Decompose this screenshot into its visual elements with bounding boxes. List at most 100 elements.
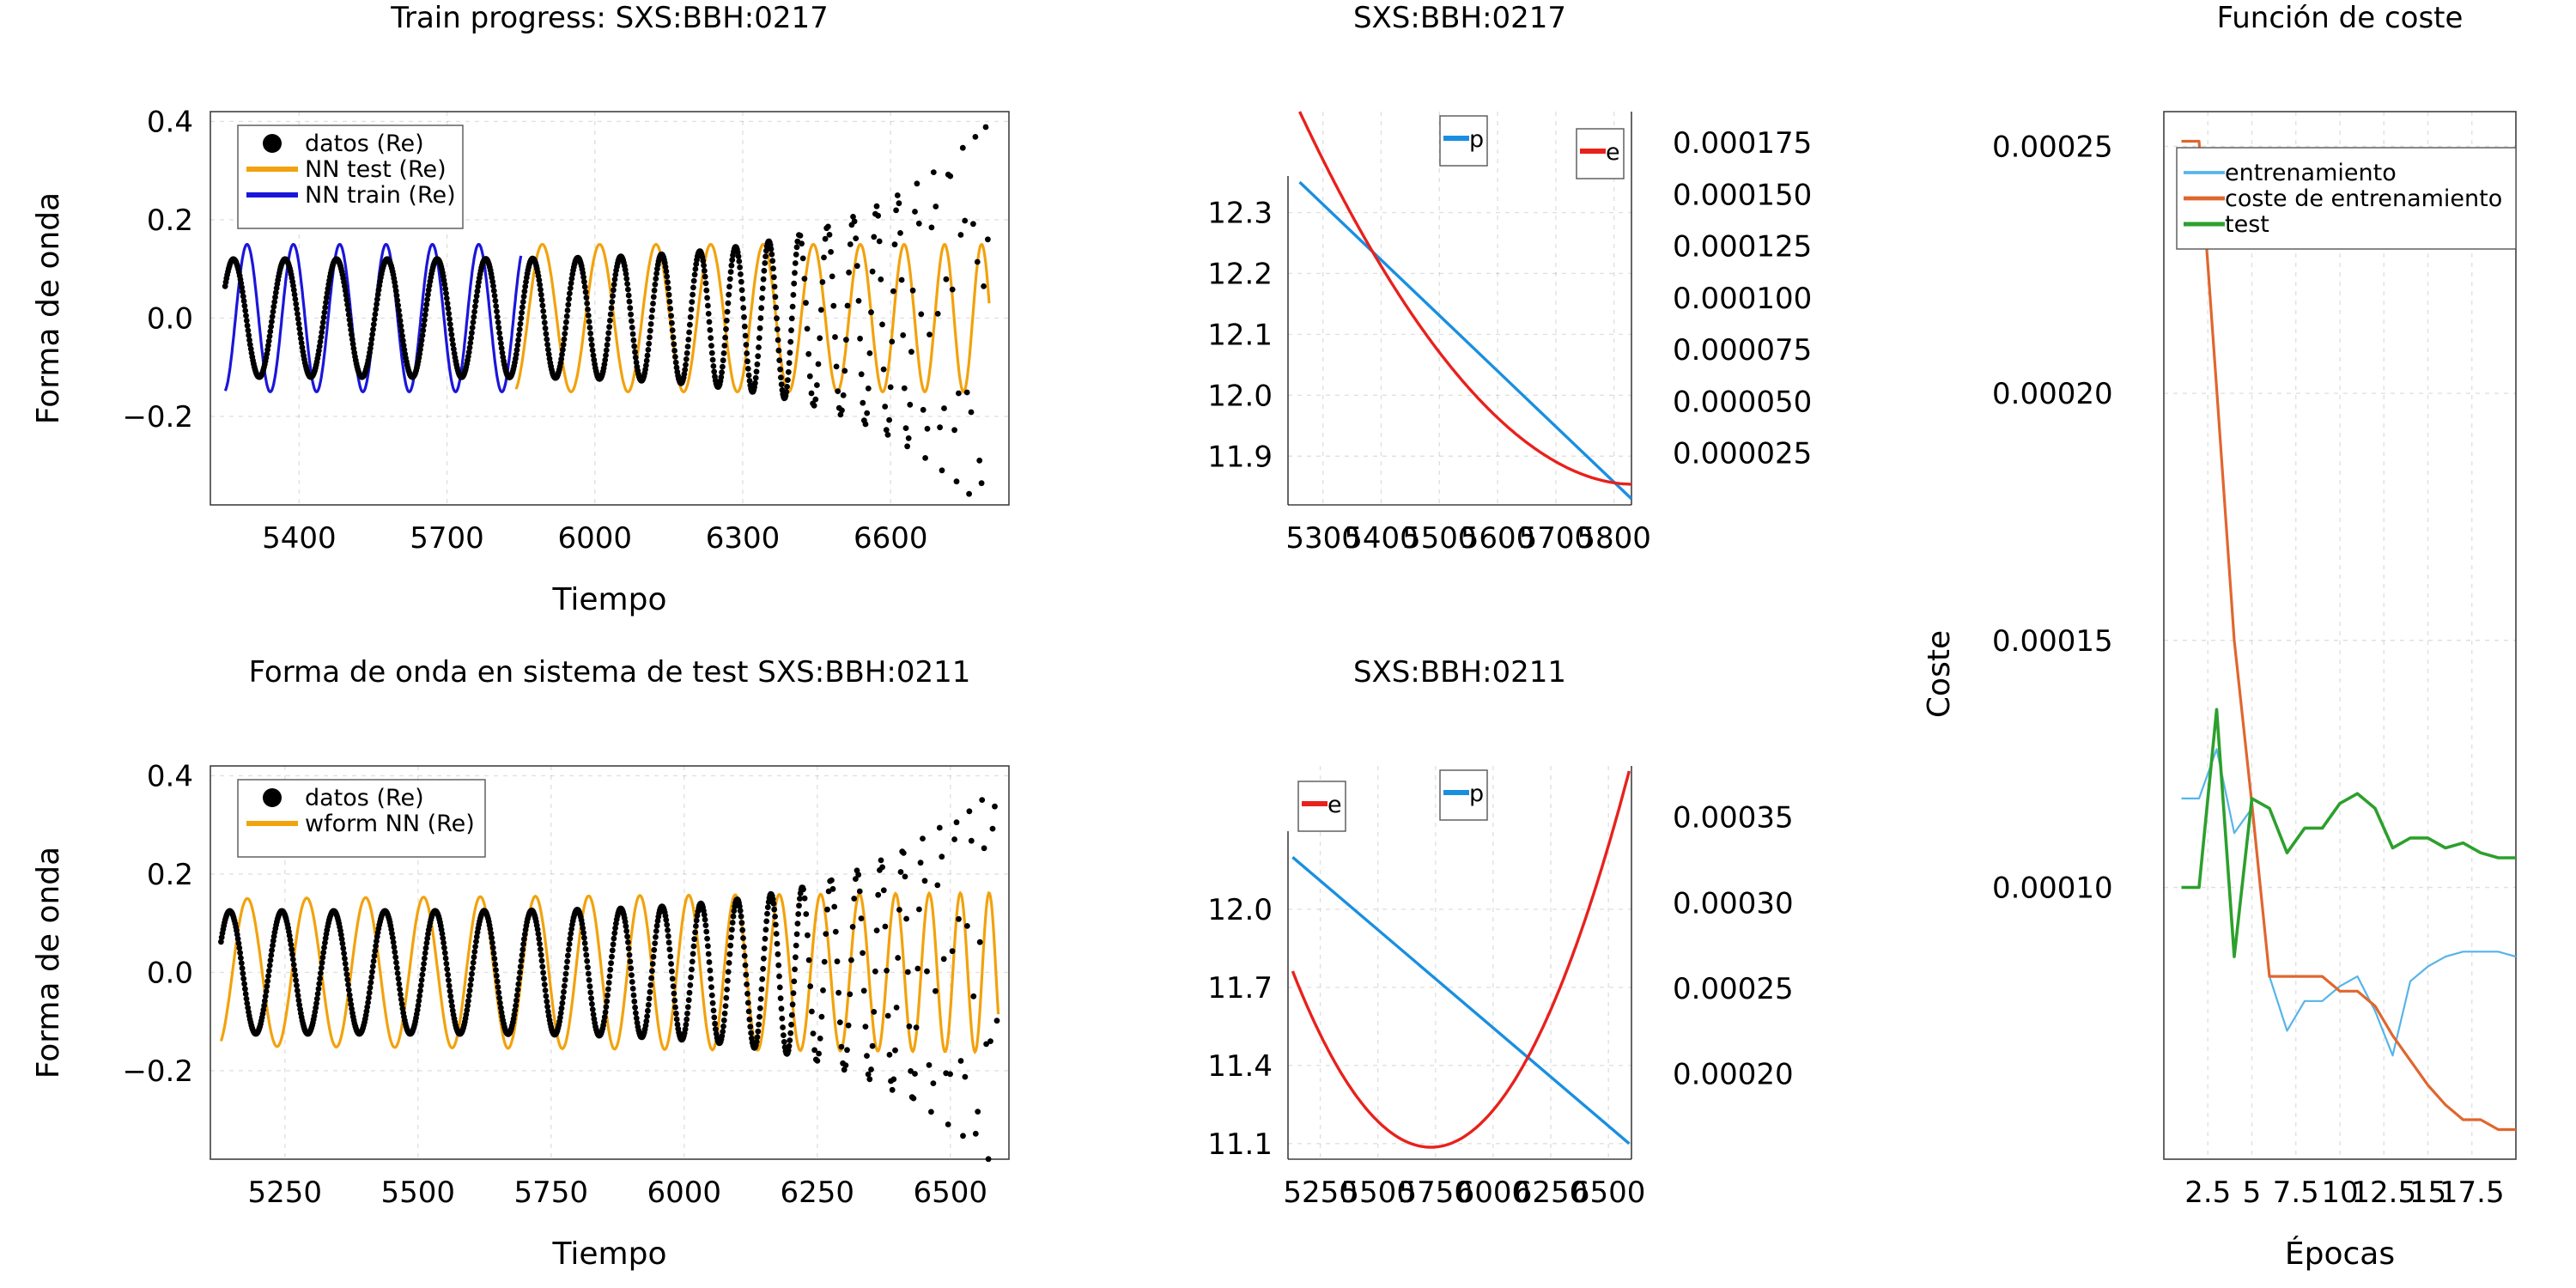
wave_train-datos-point xyxy=(725,300,732,307)
wave_train-datos-point xyxy=(582,289,589,295)
wave_test-datos-point xyxy=(727,942,734,949)
wave_train-datos-point xyxy=(563,319,569,325)
wave_train-datos-point xyxy=(891,241,898,248)
wave_train-datos-point xyxy=(812,396,819,403)
wave_train-datos-point xyxy=(419,332,426,338)
wave_test-datos-point xyxy=(761,945,768,951)
wave_test-datos-point xyxy=(441,950,448,957)
wave_train-datos-point xyxy=(495,319,501,325)
wave_train-datos-point xyxy=(937,424,943,431)
wave_train-datos-point xyxy=(319,319,326,325)
wave_test-datos-point xyxy=(868,1066,874,1072)
wave_train-datos-point xyxy=(349,331,355,338)
wave_test-datos-point xyxy=(895,955,902,961)
wave_test-datos-point xyxy=(987,1038,993,1044)
cost-xtick-2: 7.5 xyxy=(2273,1176,2319,1210)
wave_train-datos-point xyxy=(513,347,520,353)
wave_train-datos-point xyxy=(589,347,596,354)
wave_train-datos-point xyxy=(519,304,526,311)
wave_test-datos-point xyxy=(514,987,521,993)
wave_train-datos-point xyxy=(559,351,565,358)
wave_test-datos-point xyxy=(882,923,889,930)
wave_train-datos-point xyxy=(866,350,873,356)
wave_test-datos-point xyxy=(237,950,243,957)
wave_test-datos-point xyxy=(653,928,659,934)
wave_test-datos-point xyxy=(985,1156,992,1163)
wave_train-datos-point xyxy=(775,337,781,343)
wave_train-datos-point xyxy=(541,313,547,320)
wave_train-datos-point xyxy=(963,389,970,396)
wave_test-datos-point xyxy=(489,934,495,941)
wave_train-datos-point xyxy=(817,335,823,342)
wave_train-datos-point xyxy=(972,134,979,140)
wave_test-datos-point xyxy=(363,1008,370,1015)
cost-ytick-3: 0.00025 xyxy=(1992,130,2113,164)
params_train-left-ytick-2: 12.1 xyxy=(1207,318,1273,352)
wave_test-ytick-2: 0.2 xyxy=(147,858,193,892)
wave_train-datos-point xyxy=(517,320,524,327)
wave_test-datos-point xyxy=(847,991,854,998)
wave_train-title: Train progress: SXS:BBH:0217 xyxy=(390,1,829,35)
wave_test-datos-point xyxy=(914,965,921,972)
wave_test-datos-point xyxy=(445,971,451,978)
wave_test-datos-point xyxy=(869,1042,876,1049)
wave_test-datos-point xyxy=(871,1009,878,1015)
wave_train-datos-point xyxy=(687,313,694,320)
wave_train-datos-point xyxy=(787,338,794,345)
wave_train-datos-point xyxy=(519,309,525,316)
wave_test-datos-point xyxy=(315,986,322,992)
wave_train-datos-point xyxy=(291,291,298,298)
wave_test-datos-point xyxy=(218,939,224,945)
wave_test-datos-point xyxy=(313,1000,319,1006)
wave_train-datos-point xyxy=(710,363,717,369)
wave_test-datos-point xyxy=(709,999,716,1006)
wave_test-datos-point xyxy=(418,977,425,983)
wave_train-datos-point xyxy=(294,306,300,313)
wave_test-datos-point xyxy=(951,836,957,842)
wave_train-datos-point xyxy=(344,301,350,308)
wave_train-datos-point xyxy=(702,267,708,274)
wave_train-datos-point xyxy=(417,346,423,353)
wave_test-datos-point xyxy=(674,1021,681,1028)
wave_test-datos-point xyxy=(465,998,471,1004)
wave_test-datos-point xyxy=(762,935,769,942)
wave_train-datos-point xyxy=(324,289,331,296)
wave_test-datos-point xyxy=(492,961,499,968)
wave_train-datos-point xyxy=(792,270,798,276)
wave_train-datos-point xyxy=(722,334,728,341)
wave_train-datos-point xyxy=(396,313,403,319)
params_train-xtick-5: 5800 xyxy=(1577,521,1651,556)
wave_test-datos-point xyxy=(235,940,242,946)
wave_test-datos-point xyxy=(956,915,962,922)
wave_test-datos-point xyxy=(810,1030,817,1036)
wave_test-datos-point xyxy=(744,990,750,997)
wave_test-datos-point xyxy=(908,1068,914,1074)
wave_train-datos-point xyxy=(774,326,781,332)
wave_train-datos-point xyxy=(450,341,456,348)
wave_train-datos-point xyxy=(560,342,567,348)
wave_train-datos-point xyxy=(518,315,525,322)
wave_test-datos-point xyxy=(421,961,427,967)
wave_train-datos-point xyxy=(367,345,374,352)
wave_train-datos-point xyxy=(901,385,908,392)
wave_train-datos-point xyxy=(442,285,449,292)
wave_train-datos-point xyxy=(671,341,677,348)
wave_train-datos-point xyxy=(763,247,769,254)
wave_test-datos-point xyxy=(488,930,495,937)
params_test-legend-e: e xyxy=(1297,781,1346,832)
wave_train-datos-point xyxy=(443,295,450,301)
wave_test-datos-point xyxy=(744,999,751,1006)
wave_test-datos-point xyxy=(399,1005,406,1012)
wave_test-datos-point xyxy=(443,960,450,967)
wave_train-datos-point xyxy=(770,274,777,281)
wave_train-datos-point xyxy=(239,284,245,291)
wave_test-datos-point xyxy=(693,923,699,929)
wave_train-datos-point xyxy=(653,270,659,276)
wave_train-datos-point xyxy=(668,313,674,319)
wave_test-datos-point xyxy=(394,970,401,976)
wave_train-datos-point xyxy=(805,350,812,357)
cost-legend-label-2: test xyxy=(2225,211,2269,238)
wave_test-datos-point xyxy=(788,1012,795,1018)
wave_test-ylabel: Forma de onda xyxy=(31,847,66,1078)
